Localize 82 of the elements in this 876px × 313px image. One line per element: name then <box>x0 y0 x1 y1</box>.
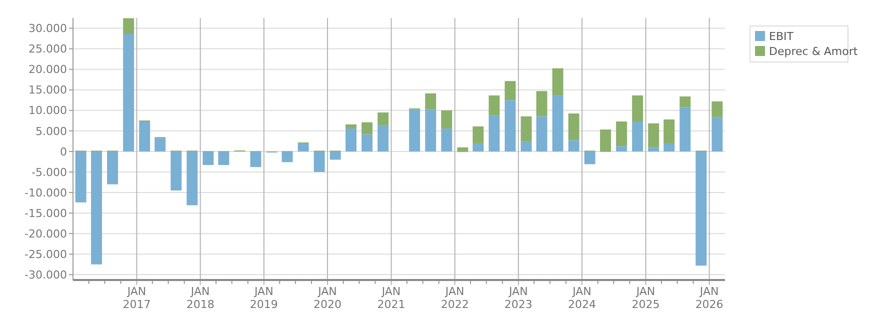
bar <box>488 95 500 116</box>
bar <box>584 151 596 164</box>
bar <box>680 107 691 152</box>
bar <box>362 134 373 152</box>
x-tick-label: JAN 2021 <box>377 285 406 311</box>
x-tick-label: JAN 2026 <box>695 285 724 311</box>
bar <box>378 125 389 152</box>
bar <box>378 112 389 126</box>
x-tick-label: JAN 2017 <box>122 285 151 311</box>
bar <box>520 116 532 142</box>
bar <box>568 140 580 152</box>
bar <box>648 147 660 152</box>
bar <box>504 81 516 100</box>
bar <box>441 128 452 152</box>
bar <box>441 110 452 128</box>
bar <box>552 68 564 96</box>
y-tick-label: 30.000 <box>28 22 67 36</box>
bar <box>298 143 309 152</box>
bar <box>425 109 436 152</box>
bar <box>282 151 293 162</box>
bar <box>472 126 484 144</box>
bar <box>75 151 86 202</box>
y-tick-label: -5.000 <box>32 166 67 179</box>
bar <box>680 96 691 108</box>
y-tick-label: 5.000 <box>36 124 67 138</box>
bar <box>536 116 548 152</box>
bar <box>664 143 675 152</box>
bar <box>520 141 532 152</box>
bar <box>472 143 484 152</box>
x-tick-label: JAN 2025 <box>632 285 660 311</box>
bar <box>632 95 644 122</box>
bar <box>552 95 564 152</box>
bar <box>712 117 723 152</box>
bar <box>123 18 134 34</box>
bar <box>154 138 166 152</box>
x-tick-label: JAN 2024 <box>568 285 596 311</box>
legend-label: EBIT <box>769 30 794 43</box>
bar <box>648 123 660 148</box>
bar <box>696 151 707 266</box>
bar <box>186 151 198 206</box>
bar <box>314 151 325 172</box>
y-tick-label: -10.000 <box>24 186 67 200</box>
bar <box>250 151 262 168</box>
y-tick-label: 10.000 <box>28 104 67 118</box>
bar <box>616 121 628 146</box>
bar <box>346 128 356 152</box>
bar <box>330 151 341 160</box>
bar <box>712 101 723 118</box>
bar <box>139 121 150 152</box>
bar <box>107 151 118 184</box>
x-tick-label: JAN 2020 <box>313 285 342 311</box>
bar <box>425 93 436 110</box>
bar <box>123 34 134 152</box>
bar <box>409 109 420 152</box>
bar <box>202 151 214 166</box>
x-tick-label: JAN 2019 <box>250 285 278 311</box>
bar <box>600 129 611 152</box>
y-tick-label: 0 <box>60 145 67 158</box>
bar <box>457 147 468 152</box>
legend-label: Deprec & Amort <box>769 44 858 58</box>
y-tick-label: -15.000 <box>24 206 67 220</box>
y-tick-label: 25.000 <box>28 42 67 56</box>
bar <box>488 115 500 152</box>
y-tick-label: 15.000 <box>28 84 67 97</box>
bar <box>504 100 516 152</box>
x-tick-label: JAN 2023 <box>504 285 532 311</box>
bar <box>218 151 230 166</box>
y-tick-label: -25.000 <box>24 248 67 261</box>
bar <box>568 113 580 140</box>
bar <box>170 151 182 190</box>
bar <box>632 121 644 152</box>
x-tick-label: JAN 2022 <box>440 285 469 311</box>
y-tick-label: -20.000 <box>24 227 67 240</box>
bar <box>616 146 628 152</box>
y-tick-label: -30.000 <box>24 268 67 282</box>
bar <box>536 91 548 116</box>
bar <box>362 122 373 134</box>
y-tick-label: 20.000 <box>28 63 67 76</box>
bar <box>91 151 102 264</box>
x-tick-label: JAN 2018 <box>186 285 214 311</box>
bar <box>346 124 356 128</box>
bar <box>664 119 675 144</box>
